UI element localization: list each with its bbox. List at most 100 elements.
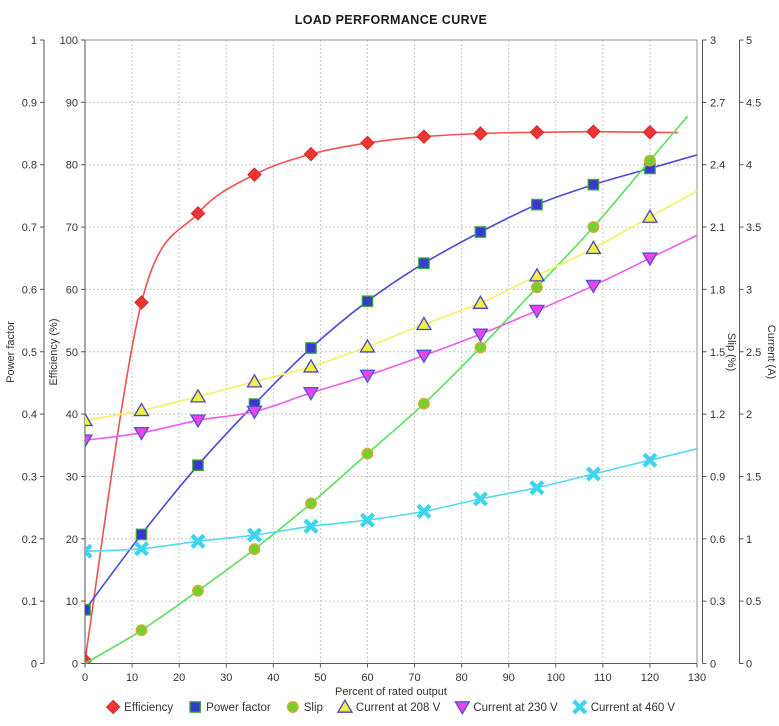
data-point-marker xyxy=(246,373,263,388)
power_factor-tick-label: 0.8 xyxy=(22,160,37,172)
power_factor-tick-label: 0.9 xyxy=(22,97,37,109)
data-point-marker xyxy=(416,129,432,144)
legend-item: Efficiency xyxy=(105,699,173,715)
efficiency-tick-label: 100 xyxy=(60,35,78,47)
data-point-marker xyxy=(303,146,319,162)
slip-tick-label: 1.8 xyxy=(710,284,725,296)
current-tick-label: 4.5 xyxy=(746,97,761,109)
efficiency-tick-label: 40 xyxy=(66,409,78,421)
data-point-marker xyxy=(190,206,206,221)
data-point-marker xyxy=(190,533,206,549)
current-tick-label: 0 xyxy=(746,659,752,671)
x-tick-label: 10 xyxy=(126,672,138,684)
data-point-marker xyxy=(642,124,658,140)
current-tick-label: 5 xyxy=(746,35,752,47)
series-efficiency xyxy=(85,124,679,664)
series-plot-area xyxy=(85,115,697,664)
efficiency-tick-label: 80 xyxy=(66,160,78,172)
power_factor-tick-label: 0.5 xyxy=(22,347,37,359)
trend-line xyxy=(85,115,689,664)
trend-line xyxy=(85,190,697,422)
data-point-marker xyxy=(528,304,546,319)
data-point-marker xyxy=(302,387,320,401)
current-axis-title: Current (A) xyxy=(765,325,777,379)
legend-item: Current at 460 V xyxy=(572,699,676,715)
data-point-marker xyxy=(474,226,487,238)
data-point-marker xyxy=(192,459,204,472)
data-point-marker xyxy=(133,426,150,441)
data-point-marker xyxy=(135,624,148,637)
legend-square-icon xyxy=(189,701,202,713)
data-point-marker xyxy=(472,328,489,343)
data-point-marker xyxy=(135,528,148,541)
current-tick-label: 2 xyxy=(746,409,752,421)
data-point-marker xyxy=(134,295,149,310)
data-point-marker xyxy=(472,491,488,507)
x-tick-label: 0 xyxy=(82,672,88,684)
slip-tick-label: 1.5 xyxy=(710,347,725,359)
slip-tick-label: 0 xyxy=(710,659,716,671)
x-tick-label: 80 xyxy=(455,672,467,684)
current-tick-label: 3 xyxy=(746,284,752,296)
data-point-marker xyxy=(248,543,261,556)
current-tick-label: 1.5 xyxy=(746,471,761,483)
x-tick-label: 130 xyxy=(688,672,706,684)
legend-item-label: Current at 208 V xyxy=(356,702,441,714)
data-point-marker xyxy=(643,154,656,167)
efficiency-axis-title: Efficiency (%) xyxy=(48,318,60,385)
x-tick-label: 120 xyxy=(641,672,659,684)
x-tick-label: 40 xyxy=(267,672,279,684)
slip-tick-label: 0.6 xyxy=(710,534,725,546)
x-tick-label: 110 xyxy=(594,672,612,684)
x-tick-label: 50 xyxy=(314,672,326,684)
data-point-marker xyxy=(474,341,487,354)
data-point-marker xyxy=(585,240,602,255)
data-point-marker xyxy=(418,257,430,270)
data-point-marker xyxy=(360,135,375,151)
legend-diamond-icon xyxy=(105,699,121,715)
power_factor-tick-label: 0.3 xyxy=(22,471,37,483)
data-point-marker xyxy=(531,198,543,211)
current-tick-label: 4 xyxy=(746,160,752,172)
gridlines xyxy=(84,39,698,664)
trend-line xyxy=(85,130,679,661)
slip-tick-label: 0.9 xyxy=(710,471,725,483)
data-point-marker xyxy=(305,342,317,354)
data-point-marker xyxy=(530,281,543,294)
data-point-marker xyxy=(473,126,488,141)
data-point-marker xyxy=(642,452,658,468)
data-point-marker xyxy=(189,388,207,403)
slip-tick-label: 2.7 xyxy=(710,97,725,109)
legend-item-label: Current at 460 V xyxy=(591,702,676,714)
data-point-marker xyxy=(359,369,376,384)
data-point-marker xyxy=(303,518,319,534)
data-point-marker xyxy=(416,503,432,519)
x-tick-label: 70 xyxy=(408,672,420,684)
x-tick-label: 20 xyxy=(173,672,185,684)
efficiency-tick-label: 50 xyxy=(66,347,78,359)
efficiency-tick-label: 90 xyxy=(66,97,78,109)
efficiency-tick-label: 0 xyxy=(72,659,78,671)
power_factor-tick-label: 0.2 xyxy=(22,534,37,546)
data-point-marker xyxy=(415,349,433,364)
slip-axis-title: Slip (%) xyxy=(725,333,737,372)
legend-item: Current at 230 V xyxy=(454,701,558,716)
data-point-marker xyxy=(586,124,601,139)
data-point-marker xyxy=(528,267,546,282)
data-point-marker xyxy=(305,497,317,510)
data-point-marker xyxy=(359,338,376,353)
data-point-marker xyxy=(587,221,600,234)
legend-triangle-up-icon xyxy=(336,698,354,713)
legend: Efficiency Power factor Slip Current at 208… xyxy=(105,698,676,716)
power_factor-tick-label: 1 xyxy=(31,35,37,47)
data-point-marker xyxy=(133,402,150,417)
legend-item-label: Current at 230 V xyxy=(473,702,558,714)
efficiency-tick-label: 30 xyxy=(66,471,78,483)
power_factor-tick-label: 0.1 xyxy=(22,596,37,608)
data-point-marker xyxy=(472,295,489,309)
slip-tick-label: 3 xyxy=(710,35,716,47)
data-point-marker xyxy=(85,604,91,616)
data-point-marker xyxy=(247,167,262,182)
